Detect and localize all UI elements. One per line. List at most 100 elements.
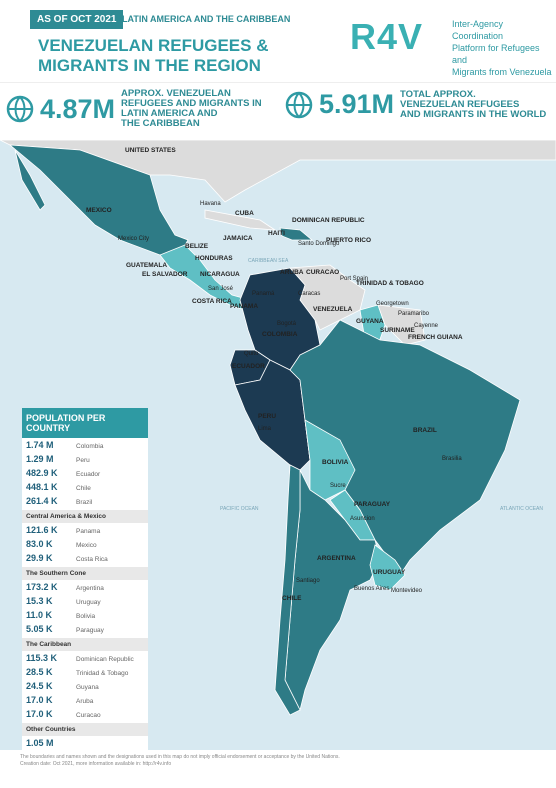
stat-label-line: VENEZUELAN REFUGEES: [400, 98, 520, 110]
map-label: Mexico City: [118, 236, 149, 242]
group-name: Central America & Mexico: [22, 510, 148, 523]
map-label: Lima: [258, 426, 272, 432]
country: Costa Rica: [76, 556, 108, 563]
population: 17.0 K: [26, 709, 53, 719]
map-label: Asuncion: [350, 516, 375, 522]
population: 17.0 K: [26, 695, 53, 705]
map-label: VENEZUELA: [313, 306, 353, 313]
country: Bolivia: [76, 613, 96, 620]
title-line: VENEZUELAN REFUGEES &: [38, 36, 269, 55]
country: Chile: [76, 485, 91, 492]
table-row: 482.9 K Ecuador: [22, 466, 148, 480]
map-label: Port Spain: [340, 276, 368, 282]
map-label: COSTA RICA: [192, 298, 232, 305]
footer-line: Creation date: Oct 2021, more informatio…: [20, 761, 172, 767]
country: Aruba: [76, 698, 94, 705]
map-label: COLOMBIA: [262, 331, 298, 338]
stat-label: TOTAL APPROX. VENEZUELAN REFUGEES AND MIGR…: [400, 89, 546, 120]
table-row: 17.0 K Aruba: [22, 693, 148, 707]
country: Panama: [76, 528, 101, 535]
map-label: Santiago: [296, 578, 320, 584]
map-label: Santo Domingo: [298, 241, 340, 247]
map-label: ARGENTINA: [317, 555, 356, 562]
population: 15.3 K: [26, 596, 53, 606]
table-row: 1.29 M Peru: [22, 452, 148, 466]
country: Paraguay: [76, 627, 104, 634]
population: 1.29 M: [26, 454, 54, 464]
date-badge: AS OF OCT 2021: [30, 10, 124, 29]
platform: Inter-Agency Coordination Platform for Re…: [452, 18, 556, 78]
map-label: San José: [208, 286, 234, 292]
population: 121.6 K: [26, 525, 58, 535]
map-label: Paramaribo: [398, 311, 430, 317]
logo: R4V: [350, 16, 424, 57]
title-line: MIGRANTS IN THE REGION: [38, 56, 261, 75]
country: Uruguay: [76, 599, 101, 606]
group-name: The Southern Cone: [22, 567, 148, 580]
table-row: 1.74 M Colombia: [22, 438, 148, 452]
stat-label-line: REFUGEES AND MIGRANTS IN: [121, 98, 262, 109]
stats-bar: 4.87M APPROX. VENEZUELAN REFUGEES AND MIGR…: [0, 82, 556, 135]
map-label: SURINAME: [380, 327, 415, 334]
population: 1.74 M: [26, 440, 54, 450]
table-row: 83.0 K Mexico: [22, 537, 148, 551]
table-row: 1.05 M: [22, 736, 148, 750]
globe-icon: [285, 91, 313, 118]
population: 173.2 K: [26, 582, 58, 592]
map-label: CUBA: [235, 210, 254, 217]
table-row: 5.05 K Paraguay: [22, 622, 148, 636]
population: 5.05 K: [26, 624, 53, 634]
map-label: Panamá: [252, 291, 275, 297]
stat-label-line: APPROX. VENEZUELAN: [121, 88, 231, 99]
population: 1.05 M: [26, 738, 54, 748]
country: Mexico: [76, 542, 97, 549]
table-row: 11.0 K Bolivia: [22, 608, 148, 622]
map-label: ECUADOR: [232, 363, 265, 370]
group-name: The Caribbean: [22, 638, 148, 651]
table-row: 261.4 K Brazil: [22, 494, 148, 508]
map-label: Quito: [244, 351, 259, 357]
table-row: 173.2 K Argentina: [22, 580, 148, 594]
population: 115.3 K: [26, 653, 58, 663]
stat-label-line: THE CARIBBEAN: [121, 118, 200, 129]
map-label: PARAGUAY: [354, 501, 391, 508]
population: 83.0 K: [26, 539, 53, 549]
map-label: NICARAGUA: [200, 271, 240, 278]
population: 28.5 K: [26, 667, 53, 677]
map-label: PANAMA: [230, 303, 258, 310]
platform-line: Inter-Agency Coordination: [452, 19, 504, 41]
footer-line: The boundaries and names shown and the d…: [20, 754, 340, 760]
stat-value: 4.87M: [40, 93, 116, 124]
map-label: PACIFIC OCEAN: [220, 506, 259, 512]
map-label: Sucre: [330, 483, 346, 489]
map-label: ARUBA: [280, 269, 304, 276]
population: 11.0 K: [26, 610, 53, 620]
map-label: URUGUAY: [373, 569, 406, 576]
map-label: TRINIDAD & TOBAGO: [356, 280, 424, 287]
stat: 4.87M APPROX. VENEZUELAN REFUGEES AND MIGR…: [6, 89, 262, 129]
table-row: 121.6 K Panama: [22, 523, 148, 537]
table-row: 115.3 K Dominican Republic: [22, 651, 148, 665]
map-label: Caracas: [298, 291, 320, 297]
table-row: 28.5 K Trinidad & Tobago: [22, 665, 148, 679]
map-label: Havana: [200, 201, 221, 207]
country: Argentina: [76, 585, 104, 592]
stat-label-line: LATIN AMERICA AND: [121, 108, 218, 119]
table-row: 448.1 K Chile: [22, 480, 148, 494]
map-label: Brasilia: [442, 456, 462, 462]
globe-icon: [6, 95, 34, 123]
country: Trinidad & Tobago: [76, 670, 129, 677]
stat-label: APPROX. VENEZUELAN REFUGEES AND MIGRANTS …: [121, 89, 262, 129]
map-label: BRAZIL: [413, 427, 437, 434]
map-label: PUERTO RICO: [326, 237, 371, 244]
map-label: PERU: [258, 413, 276, 420]
country: Guyana: [76, 684, 99, 691]
map-label: GUYANA: [356, 318, 384, 325]
footer: The boundaries and names shown and the d…: [20, 754, 340, 768]
map-label: GUATEMALA: [126, 262, 167, 269]
map-label: JAMAICA: [223, 235, 253, 242]
stat-value: 5.91M: [319, 89, 395, 119]
map-label: Georgetown: [376, 301, 409, 307]
title: VENEZUELAN REFUGEES & MIGRANTS IN THE REG…: [38, 36, 268, 76]
